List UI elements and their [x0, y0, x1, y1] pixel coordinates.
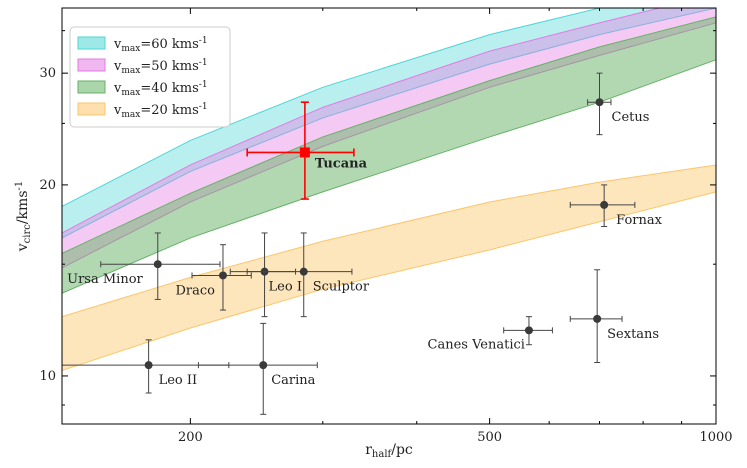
legend-swatch — [77, 80, 106, 94]
legend-sup: -1 — [199, 80, 208, 90]
galaxy-sextans — [569, 269, 623, 363]
galaxy-cetus — [587, 72, 612, 136]
x-tick-label: 200 — [178, 430, 203, 445]
plot-area — [62, 8, 716, 415]
y-label-unit: /kms — [15, 190, 31, 224]
band-0 — [62, 8, 716, 239]
data-point — [593, 314, 602, 323]
data-point — [600, 200, 609, 209]
legend-sup: -1 — [199, 58, 208, 68]
galaxy-canes-venatici — [503, 316, 553, 346]
galaxy-carina — [197, 322, 318, 415]
legend-sup: -1 — [199, 102, 208, 112]
point-label-sculptor: Sculptor — [313, 280, 370, 295]
legend-sub: max — [121, 66, 140, 76]
data-point — [524, 326, 533, 335]
band-2 — [62, 16, 716, 294]
galaxy-draco — [191, 244, 252, 311]
legend-swatch — [77, 36, 106, 50]
legend-v: v — [113, 59, 122, 74]
y-tick-label: 20 — [39, 178, 56, 193]
point-label-tucana: Tucana — [315, 156, 368, 171]
legend-v: v — [113, 103, 122, 118]
legend-val: =60 kms — [140, 37, 198, 52]
legend-sup: -1 — [199, 36, 208, 46]
point-label-leo-i: Leo I — [269, 280, 302, 295]
legend-val: =40 kms — [140, 81, 198, 96]
point-label-cetus: Cetus — [612, 110, 650, 125]
legend-label: vmax=40 kms-1 — [113, 80, 208, 98]
data-point — [595, 98, 604, 107]
band-3 — [62, 164, 716, 372]
highlight-tucana — [246, 101, 355, 200]
highlight-marker — [299, 147, 310, 158]
point-label-sextans: Sextans — [607, 327, 659, 342]
legend-v: v — [113, 37, 122, 52]
data-point — [144, 361, 153, 370]
data-point — [259, 361, 268, 370]
legend-val: =50 kms — [140, 59, 198, 74]
legend-swatch — [77, 102, 106, 116]
data-point — [299, 267, 308, 276]
legend-val: =20 kms — [140, 103, 198, 118]
y-tick-label: 10 — [39, 369, 56, 384]
y-label-sub: circ — [22, 224, 33, 244]
point-label-draco: Draco — [175, 283, 215, 298]
galaxy-leo-ii — [62, 339, 230, 394]
legend-v: v — [113, 81, 122, 96]
point-label-canes-venatici: Canes Venatici — [428, 337, 525, 352]
x-label-sub: half — [372, 449, 393, 460]
legend-sub: max — [121, 88, 140, 98]
galaxy-sculptor — [246, 232, 353, 318]
x-label-main: r — [365, 442, 372, 458]
legend-label: vmax=50 kms-1 — [113, 58, 208, 76]
legend-sub: max — [121, 110, 140, 120]
y-axis-label: vcirc/kms-1 — [14, 181, 33, 253]
y-label-sup: -1 — [14, 181, 25, 191]
legend-label: vmax=20 kms-1 — [113, 102, 208, 120]
data-point — [153, 260, 162, 269]
point-label-fornax: Fornax — [616, 213, 662, 228]
point-label-leo-ii: Leo II — [159, 373, 198, 388]
galaxy-fornax — [569, 184, 636, 227]
plot-frame — [61, 7, 717, 425]
galaxy-ursa-minor — [100, 232, 221, 300]
point-label-ursa-minor: Ursa Minor — [67, 272, 143, 287]
x-tick-label: 1000 — [699, 430, 732, 445]
point-label-carina: Carina — [271, 373, 315, 388]
x-label-rest: /pc — [391, 442, 413, 458]
legend-box — [69, 26, 231, 128]
legend-sub: max — [121, 44, 140, 54]
x-axis-label: rhalf/pc — [365, 442, 413, 460]
x-tick-label: 500 — [477, 430, 502, 445]
y-tick-label: 30 — [39, 66, 56, 81]
legend-label: vmax=60 kms-1 — [113, 36, 208, 54]
y-label-main: v — [15, 243, 31, 252]
legend-swatch — [77, 58, 106, 72]
data-point — [218, 271, 227, 280]
